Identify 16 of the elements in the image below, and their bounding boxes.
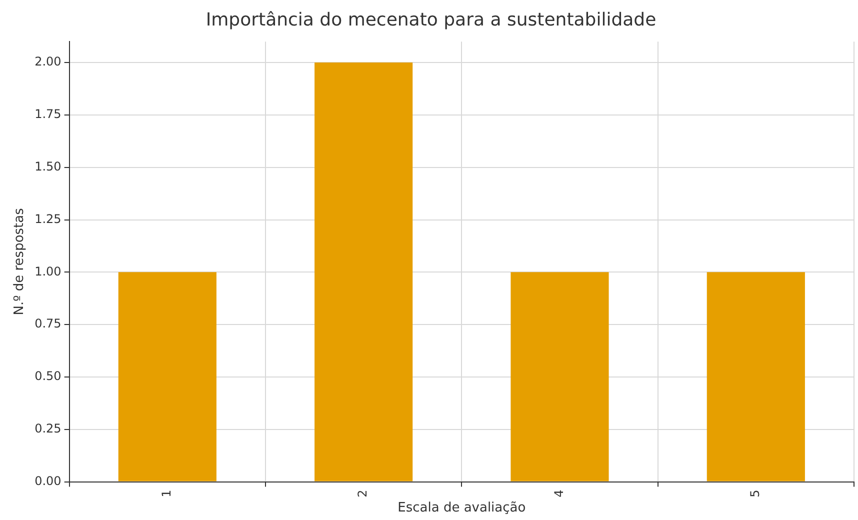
x-tick-label: 1: [160, 490, 174, 498]
x-tick-label: 2: [356, 490, 370, 498]
x-axis-title: Escala de avaliação: [398, 500, 526, 516]
y-tick-label: 1.25: [34, 212, 62, 226]
y-axis-title: N.º de respostas: [12, 208, 28, 316]
chart-title: Importância do mecenato para a sustentabilidade: [206, 9, 656, 30]
y-tick-label: 0.25: [34, 421, 62, 436]
y-tick-label: 1.50: [34, 159, 62, 174]
x-tick-label: 4: [552, 490, 566, 498]
y-tick-label: 0.75: [34, 316, 62, 331]
y-tick-label: 2.00: [34, 54, 62, 69]
y-tick-label: 0.50: [34, 369, 62, 384]
x-tick-label: 5: [748, 490, 762, 498]
y-tick-label: 0.00: [34, 474, 62, 488]
y-tick-label: 1.00: [34, 264, 62, 278]
y-tick-label: 1.75: [34, 107, 62, 122]
